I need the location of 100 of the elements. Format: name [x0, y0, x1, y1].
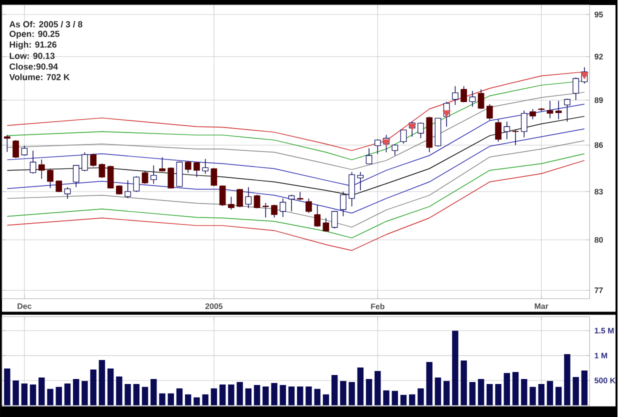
bar	[210, 388, 218, 406]
bar	[262, 386, 269, 406]
candlestick	[374, 138, 381, 154]
bar	[133, 384, 140, 406]
bar	[30, 384, 36, 406]
candlestick	[418, 122, 424, 138]
bar	[142, 386, 148, 406]
bar	[374, 370, 381, 406]
bar	[288, 386, 295, 406]
bar	[383, 390, 390, 406]
bar	[400, 394, 407, 406]
bar	[72, 378, 80, 406]
candlestick	[4, 134, 10, 152]
candlestick	[194, 161, 200, 178]
bar	[12, 380, 19, 406]
candlestick	[366, 148, 372, 164]
bar	[107, 368, 114, 406]
bar	[90, 369, 96, 406]
bar	[322, 394, 330, 406]
candlestick	[495, 118, 502, 142]
bar	[538, 384, 544, 406]
annotation: High: 91.26	[10, 41, 56, 50]
candlestick	[210, 168, 218, 186]
bar	[176, 388, 183, 406]
line-series	[6, 140, 585, 228]
candlestick	[296, 191, 304, 201]
candlestick	[82, 152, 88, 172]
candlestick	[142, 170, 148, 184]
bar	[159, 393, 166, 406]
bar	[202, 394, 208, 406]
candlestick	[486, 104, 493, 120]
bar	[426, 362, 432, 406]
bar	[150, 378, 157, 406]
candlestick	[331, 210, 338, 229]
bar	[546, 380, 554, 406]
bar	[254, 384, 260, 406]
bar	[331, 374, 338, 406]
candlestick	[159, 156, 166, 172]
bar	[434, 377, 442, 406]
candlestick	[107, 165, 114, 189]
bar	[572, 376, 579, 406]
candlestick	[314, 204, 321, 228]
bar	[236, 382, 243, 406]
candlestick	[271, 204, 278, 218]
candlestick	[452, 86, 458, 106]
bar	[124, 384, 131, 406]
candlestick	[306, 198, 312, 214]
bar	[521, 378, 528, 406]
bar	[116, 376, 122, 406]
bar	[555, 386, 562, 406]
bar	[245, 388, 252, 406]
bar	[314, 388, 320, 406]
bar	[452, 330, 458, 406]
annotation: Open: 90.25	[10, 30, 60, 39]
candlestick	[288, 194, 295, 212]
line-series	[6, 153, 585, 238]
annotation: Low: 90.13	[10, 52, 55, 59]
bar	[581, 370, 588, 406]
line-series	[6, 92, 585, 170]
candlestick	[280, 198, 286, 218]
candlestick	[72, 164, 80, 188]
bar	[443, 380, 450, 406]
candlestick	[38, 158, 45, 179]
bar	[280, 384, 286, 406]
point	[442, 110, 451, 118]
bar	[4, 368, 10, 406]
line-series	[6, 128, 585, 214]
line-series	[6, 116, 585, 196]
candlestick	[520, 110, 528, 138]
candlestick	[340, 191, 346, 216]
bar	[486, 384, 493, 406]
candlestick	[228, 196, 234, 210]
bar	[194, 397, 200, 406]
bar	[564, 354, 570, 406]
candlestick	[219, 184, 226, 206]
bar	[366, 378, 372, 406]
candlestick	[392, 144, 398, 156]
line-series	[6, 160, 585, 251]
candlestick	[460, 86, 467, 103]
candlestick	[47, 168, 54, 188]
candlestick	[564, 98, 570, 122]
bar	[185, 394, 192, 406]
candlestick	[348, 171, 355, 207]
candlestick	[184, 160, 192, 174]
bar	[469, 382, 476, 406]
bar	[271, 382, 278, 406]
bar	[98, 360, 106, 406]
bar	[478, 378, 484, 406]
candlestick	[322, 217, 330, 232]
candlestick	[30, 150, 36, 174]
candlestick	[530, 108, 536, 120]
bar	[418, 388, 424, 406]
candlestick	[124, 180, 131, 198]
bar	[495, 384, 502, 406]
candlestick	[168, 166, 174, 189]
bar	[348, 382, 355, 406]
bar	[512, 372, 519, 406]
annotation: Volume: 702 K	[9, 74, 70, 80]
bar	[504, 372, 510, 406]
candlestick	[469, 90, 476, 107]
